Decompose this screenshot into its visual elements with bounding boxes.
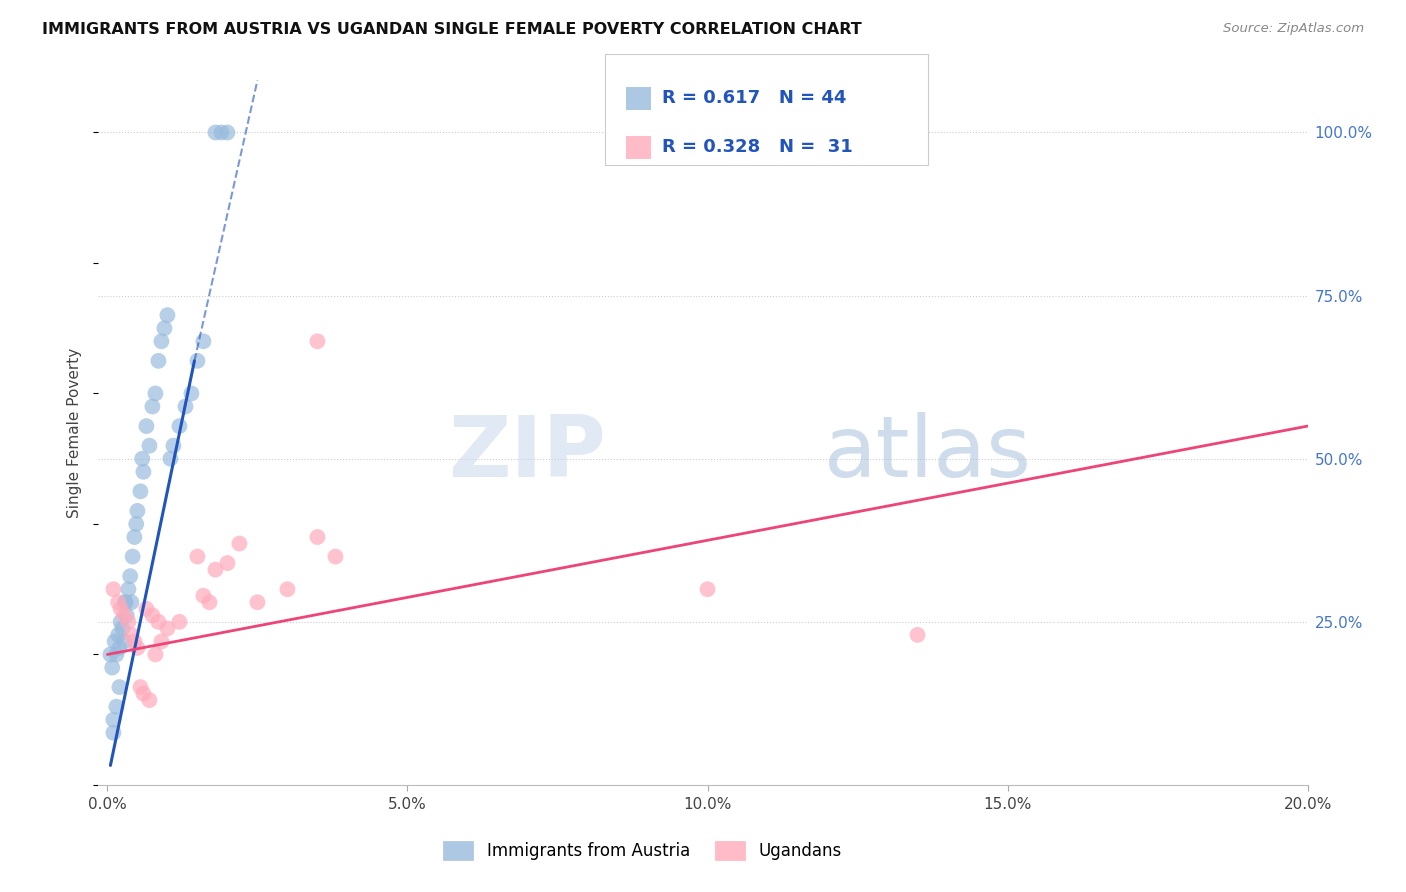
Point (193, 334, 215, 349)
Point (696, 582, 718, 597)
Point (107, 595, 129, 609)
Point (307, 334, 329, 349)
Point (129, 484, 152, 499)
Point (198, 595, 221, 609)
Text: R = 0.328   N =  31: R = 0.328 N = 31 (662, 138, 853, 156)
Point (162, 439, 184, 453)
Point (103, 713, 125, 727)
Point (217, 126, 239, 140)
Point (117, 582, 139, 597)
Point (124, 530, 146, 544)
Point (135, 602, 157, 616)
Point (169, 419, 191, 434)
Text: R = 0.617   N = 44: R = 0.617 N = 44 (662, 89, 846, 107)
Point (150, 334, 173, 349)
Point (141, 608, 163, 623)
Point (204, 563, 226, 577)
Point (307, 530, 329, 544)
Point (105, 699, 128, 714)
Point (120, 595, 142, 609)
Point (145, 648, 167, 662)
Point (228, 536, 250, 550)
Point (145, 386, 167, 401)
Point (114, 595, 136, 609)
Point (204, 126, 226, 140)
Point (276, 582, 298, 597)
Point (169, 615, 191, 629)
Point (907, 628, 929, 642)
Point (127, 640, 149, 655)
Y-axis label: Single Female Poverty: Single Female Poverty (67, 348, 83, 517)
Point (111, 621, 134, 635)
Point (121, 549, 143, 564)
Point (114, 595, 136, 609)
Point (103, 725, 125, 739)
Point (120, 628, 142, 642)
Point (148, 354, 170, 368)
Point (132, 465, 155, 479)
Point (156, 621, 179, 635)
Point (174, 400, 197, 414)
Point (101, 660, 124, 674)
Text: Source: ZipAtlas.com: Source: ZipAtlas.com (1223, 22, 1364, 36)
Point (108, 680, 131, 694)
Point (112, 608, 135, 623)
Point (156, 308, 179, 322)
Point (132, 687, 155, 701)
Point (325, 549, 347, 564)
Text: IMMIGRANTS FROM AUSTRIA VS UGANDAN SINGLE FEMALE POVERTY CORRELATION CHART: IMMIGRANTS FROM AUSTRIA VS UGANDAN SINGL… (42, 22, 862, 37)
Point (186, 354, 208, 368)
Point (150, 634, 173, 648)
Point (112, 634, 135, 648)
Point (180, 386, 202, 401)
Legend: Immigrants from Austria, Ugandans: Immigrants from Austria, Ugandans (434, 832, 851, 868)
Text: ZIP: ZIP (449, 412, 606, 495)
Point (127, 504, 149, 518)
Point (125, 516, 148, 531)
Point (108, 640, 131, 655)
Point (153, 321, 176, 335)
Point (138, 693, 160, 707)
Point (209, 126, 232, 140)
Point (246, 595, 269, 609)
Point (138, 439, 160, 453)
Point (100, 648, 122, 662)
Point (117, 615, 139, 629)
Point (129, 680, 152, 694)
Point (193, 589, 215, 603)
Point (159, 451, 181, 466)
Point (135, 419, 157, 434)
Point (141, 400, 163, 414)
Point (115, 608, 138, 623)
Point (186, 549, 208, 564)
Point (104, 634, 127, 648)
Point (120, 569, 142, 583)
Point (217, 556, 239, 570)
Point (110, 615, 132, 629)
Point (110, 602, 132, 616)
Point (105, 648, 128, 662)
Point (131, 451, 153, 466)
Text: atlas: atlas (824, 412, 1032, 495)
Point (103, 582, 125, 597)
Point (124, 634, 146, 648)
Point (148, 615, 170, 629)
Point (107, 628, 129, 642)
